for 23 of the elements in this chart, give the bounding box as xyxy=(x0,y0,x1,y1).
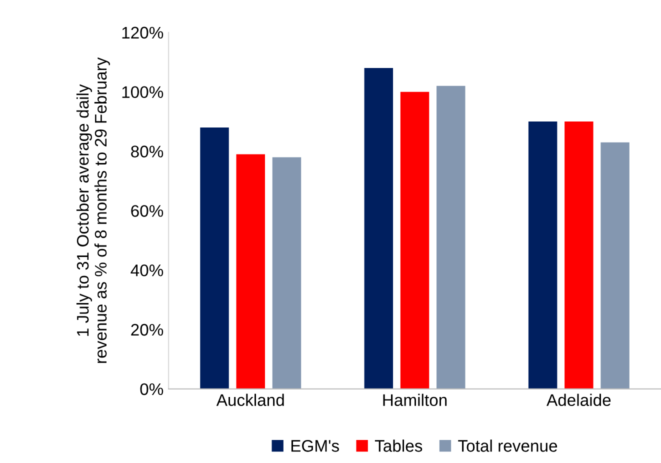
x-tick-label: Auckland xyxy=(216,394,284,406)
bar xyxy=(400,92,430,389)
bar xyxy=(272,157,302,389)
y-axis-title: 1 July to 31 October average daily revenue as % of 8 months to 29 February xyxy=(76,57,110,363)
bar xyxy=(600,142,630,389)
x-tick-label: Adelaide xyxy=(546,394,611,406)
legend-label: Tables xyxy=(374,440,422,452)
bar xyxy=(200,127,229,389)
bar xyxy=(564,122,594,389)
y-tick-label: 60% xyxy=(131,205,164,217)
bar xyxy=(436,86,466,389)
y-tick-label: 0% xyxy=(140,383,164,396)
legend-label: EGM's xyxy=(291,440,339,452)
y-tick-label: 120% xyxy=(122,26,164,39)
y-tick-label: 40% xyxy=(130,264,164,276)
y-tick-label: 20% xyxy=(131,324,164,336)
y-tick-label: 100% xyxy=(122,86,164,98)
legend-label: Total revenue xyxy=(458,440,558,452)
y-tick-label: 80% xyxy=(131,146,164,158)
bar xyxy=(236,154,265,389)
x-tick-label: Hamilton xyxy=(383,394,447,406)
bar xyxy=(364,68,394,389)
bar xyxy=(528,122,558,389)
